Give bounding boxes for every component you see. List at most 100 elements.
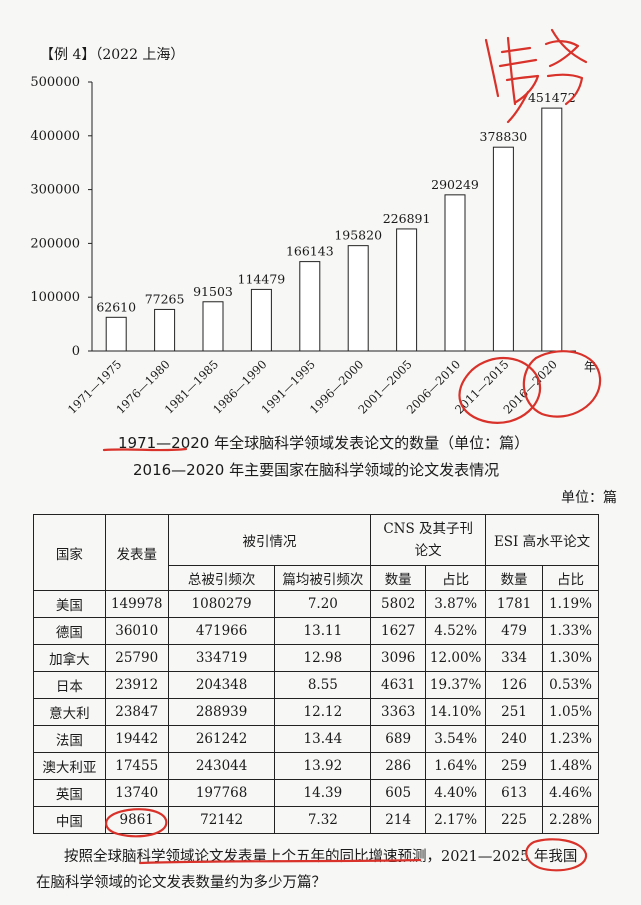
- bar-value-label: 451472: [528, 90, 576, 105]
- question-line-1: 按照全球脑科学领域论文发表量上个五年的同比增速预测，2021—2025 年我国: [64, 849, 578, 865]
- country-table: 国家 发表量 被引情况 CNS 及其子刊论文 ESI 高水平论文 总被引频次 篇…: [33, 514, 599, 834]
- col-esi-header: ESI 高水平论文: [485, 514, 599, 566]
- table-cell: 689: [370, 725, 427, 753]
- table-row: 法国 19442 261242 13.44 689 3.54% 240 1.23%: [33, 725, 599, 753]
- bar-value-label: 195820: [334, 228, 382, 243]
- table-cell: 0.53%: [542, 671, 599, 699]
- bar: [299, 261, 321, 352]
- table-cell: 334719: [167, 644, 276, 672]
- table-cell: 1.48%: [542, 752, 599, 780]
- table-cell: 36010: [104, 617, 169, 645]
- table-cell: 1781: [485, 590, 544, 618]
- table-cell: 8.55: [274, 671, 372, 699]
- table-cell: 605: [370, 779, 427, 807]
- table-cell: 1.64%: [425, 752, 487, 780]
- unit-label: 单位：篇: [561, 490, 617, 506]
- col-cns-header: CNS 及其子刊论文: [370, 514, 487, 566]
- table-cell: 1.33%: [542, 617, 599, 645]
- bar: [154, 308, 176, 352]
- table-row: 德国 36010 471966 13.11 1627 4.52% 479 1.33%: [33, 617, 599, 645]
- table-cell: 214: [370, 806, 427, 834]
- table-caption: 2016—2020 年主要国家在脑科学领域的论文发表情况: [133, 461, 500, 479]
- bar-value-label: 91503: [193, 284, 233, 299]
- table-cell: 13.92: [274, 752, 372, 780]
- bar: [347, 245, 369, 352]
- table-cell: 288939: [167, 698, 276, 726]
- bar-value-label: 166143: [286, 244, 334, 259]
- table-cell: 中国: [33, 806, 106, 834]
- col-citations-header: 被引情况: [167, 514, 372, 566]
- table-cell: 243044: [167, 752, 276, 780]
- table-cell: 19.37%: [425, 671, 487, 699]
- table-cell: 4.40%: [425, 779, 487, 807]
- table-cell: 14.10%: [425, 698, 487, 726]
- y-tick-label: 300000: [30, 183, 80, 198]
- table-cell: 3.54%: [425, 725, 487, 753]
- y-tick-label: 400000: [30, 129, 80, 144]
- bar-value-label: 77265: [145, 291, 185, 306]
- table-cell: 1.30%: [542, 644, 599, 672]
- table-cell: 3.87%: [425, 590, 487, 618]
- table-cell: 334: [485, 644, 544, 672]
- table-cell: 英国: [33, 779, 106, 807]
- chart-caption: 1971—2020 年全球脑科学领域发表论文的数量（单位：篇）: [118, 434, 530, 452]
- table-cell: 13740: [104, 779, 169, 807]
- table-cell: 149978: [104, 590, 169, 618]
- table-cell: 1.23%: [542, 725, 599, 753]
- bar-value-label: 378830: [480, 129, 528, 144]
- table-cell: 14.39: [274, 779, 372, 807]
- y-tick-label: 200000: [30, 236, 80, 251]
- bar-chart: 0100000200000300000400000500000626101971…: [30, 75, 596, 417]
- bar-value-label: 290249: [431, 177, 479, 192]
- y-tick-label: 500000: [30, 75, 80, 90]
- table-cell: 4.46%: [542, 779, 599, 807]
- sub-avg-cites-header: 篇均被引频次: [274, 565, 372, 591]
- bar-value-label: 114479: [238, 271, 286, 286]
- bar: [541, 107, 563, 352]
- table-cell: 2.28%: [542, 806, 599, 834]
- table-row: 日本 23912 204348 8.55 4631 19.37% 126 0.53%: [33, 671, 599, 699]
- table-cell: 23847: [104, 698, 169, 726]
- table-cell: 意大利: [33, 698, 106, 726]
- table-cell: 2.17%: [425, 806, 487, 834]
- table-cell: 240: [485, 725, 544, 753]
- table-row: 英国 13740 197768 14.39 605 4.40% 613 4.46%: [33, 779, 599, 807]
- table-cell: 12.00%: [425, 644, 487, 672]
- table-row: 美国 149978 1080279 7.20 5802 3.87% 1781 1.19%: [33, 590, 599, 618]
- table-row: 加拿大 25790 334719 12.98 3096 12.00% 334 1.30%: [33, 644, 599, 672]
- table-cell: 471966: [167, 617, 276, 645]
- table-cell: 286: [370, 752, 427, 780]
- table-cell: 72142: [167, 806, 276, 834]
- table-cell: 1.19%: [542, 590, 599, 618]
- table-cell: 17455: [104, 752, 169, 780]
- table-cell: 法国: [33, 725, 106, 753]
- table-cell: 25790: [104, 644, 169, 672]
- table-cell: 5802: [370, 590, 427, 618]
- table-cell: 1080279: [167, 590, 276, 618]
- table-cell: 日本: [33, 671, 106, 699]
- table-cell: 13.11: [274, 617, 372, 645]
- bar: [444, 194, 466, 352]
- question-line-2: 在脑科学领域的论文发表数量约为多少万篇？: [36, 875, 326, 891]
- y-tick-label: 100000: [30, 290, 80, 305]
- table-cell: 197768: [167, 779, 276, 807]
- bar: [396, 228, 418, 352]
- bar: [492, 146, 514, 352]
- table-row: 中国 9861 72142 7.32 214 2.17% 225 2.28%: [33, 806, 599, 834]
- table-cell: 德国: [33, 617, 106, 645]
- table-cell: 251: [485, 698, 544, 726]
- question-text: 按照全球脑科学领域论文发表量上个五年的同比增速预测，2021—2025 年我国 …: [36, 844, 616, 896]
- bar: [202, 301, 224, 352]
- table-cell: 9861: [104, 806, 169, 834]
- table-cell: 3363: [370, 698, 427, 726]
- table-cell: 479: [485, 617, 544, 645]
- table-cell: 7.32: [274, 806, 372, 834]
- table-row: 澳大利亚 17455 243044 13.92 286 1.64% 259 1.48%: [33, 752, 599, 780]
- table-cell: 613: [485, 779, 544, 807]
- bar-value-label: 62610: [96, 299, 136, 314]
- table-cell: 1.05%: [542, 698, 599, 726]
- table-cell: 加拿大: [33, 644, 106, 672]
- x-axis-unit-label: 年: [584, 360, 596, 374]
- table-cell: 12.12: [274, 698, 372, 726]
- table-cell: 1627: [370, 617, 427, 645]
